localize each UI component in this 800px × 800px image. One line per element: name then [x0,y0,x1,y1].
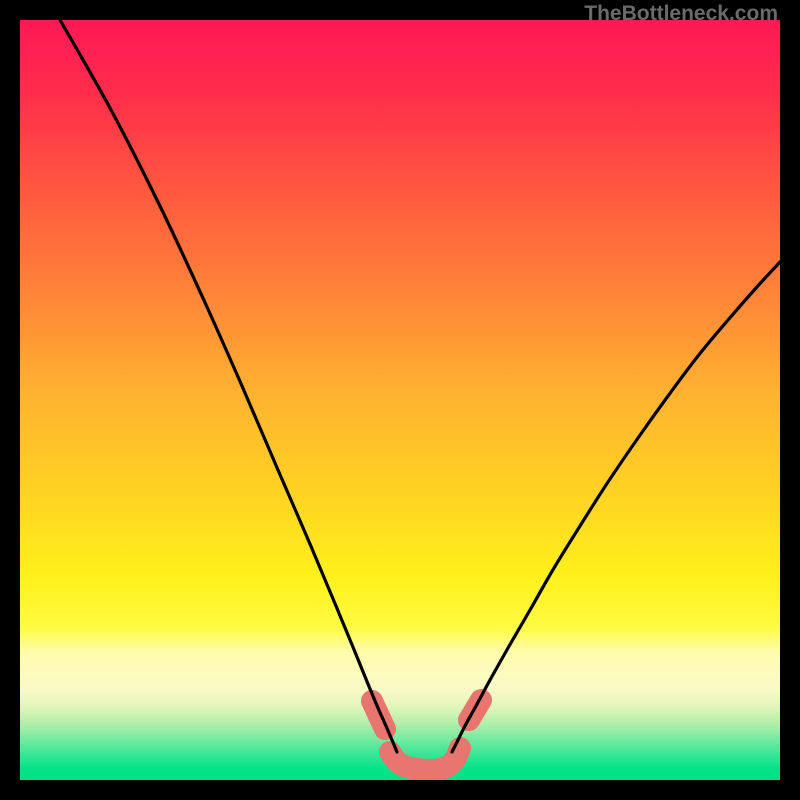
valley-marker-mid [390,748,460,770]
plot-area [20,20,780,780]
curves-layer [20,20,780,780]
v-curve-left-arm [60,20,397,752]
figure-frame: TheBottleneck.com [0,0,800,800]
watermark-text: TheBottleneck.com [584,2,778,26]
v-curve-right-arm [452,262,780,752]
